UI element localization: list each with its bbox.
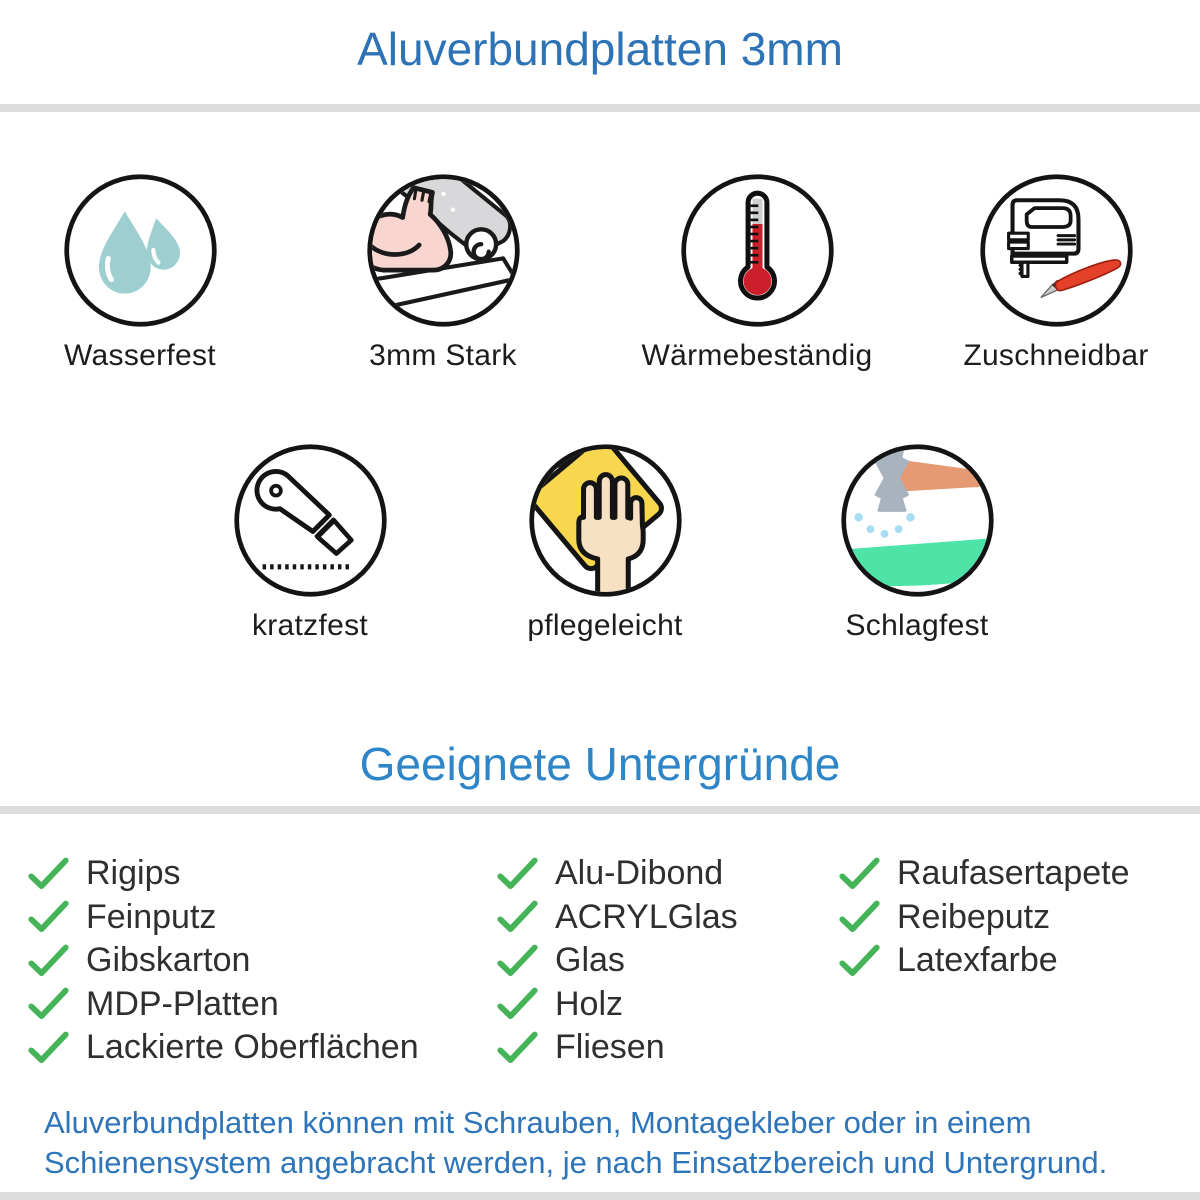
list-item: Rigips <box>28 852 419 896</box>
footer-note: Aluverbundplatten können mit Schrauben, … <box>44 1103 1107 1183</box>
list-item: Latexfarbe <box>839 939 1130 983</box>
check-icon <box>839 900 880 933</box>
list-item: Gibskarton <box>28 939 419 983</box>
list-item: Glas <box>497 939 738 983</box>
check-icon <box>839 944 880 976</box>
hand-cloth-icon <box>528 444 682 597</box>
feature-label: Zuschneidbar <box>963 339 1149 372</box>
list-item: Reibeputz <box>839 896 1130 940</box>
check-icon <box>497 857 538 889</box>
feature-kratzfest: kratzfest <box>180 442 440 643</box>
check-icon <box>497 900 538 933</box>
feature-schlagfest: Schlagfest <box>787 442 1047 643</box>
feature-waermebestaendig: Wärmebeständig <box>627 172 887 373</box>
substrates-column-1: Rigips Feinputz Gibskarton MDP-Platten L… <box>28 852 419 1070</box>
feature-zuschneidbar: Zuschneidbar <box>926 172 1186 373</box>
feature-label: pflegeleicht <box>527 609 683 642</box>
feature-pflegeleicht: pflegeleicht <box>475 442 735 643</box>
list-item: Feinputz <box>28 896 419 940</box>
check-icon <box>28 1031 69 1063</box>
check-icon <box>28 987 69 1020</box>
thermometer-icon <box>680 174 834 327</box>
jigsaw-cutter-icon <box>979 174 1133 327</box>
feature-label: Wasserfest <box>64 339 216 372</box>
check-icon <box>28 857 69 889</box>
utility-knife-icon <box>233 444 387 597</box>
footer-line: Aluverbundplatten können mit Schrauben, … <box>44 1105 1032 1140</box>
feature-wasserfest: Wasserfest <box>10 172 270 373</box>
check-icon <box>497 987 538 1020</box>
feature-label: 3mm Stark <box>369 339 517 372</box>
check-icon <box>28 900 69 933</box>
list-item: ACRYLGlas <box>497 896 738 940</box>
check-icon <box>497 1031 538 1063</box>
water-drops-icon <box>63 174 217 327</box>
muscle-arm-panel-icon <box>366 174 520 327</box>
substrates-column-3: Raufasertapete Reibeputz Latexfarbe <box>839 852 1130 983</box>
feature-label: Wärmebeständig <box>641 339 873 372</box>
substrates-column-2: Alu-Dibond ACRYLGlas Glas Holz Fliesen <box>497 852 738 1070</box>
feature-label: kratzfest <box>251 609 369 642</box>
substrates-heading: Geeignete Untergründe <box>359 738 841 790</box>
list-item: Fliesen <box>497 1026 738 1070</box>
page-title: Aluverbundplatten 3mm <box>357 23 843 75</box>
footer-line: Schienensystem angebracht werden, je nac… <box>44 1145 1108 1180</box>
feature-label: Schlagfest <box>845 609 989 642</box>
divider-bottom <box>0 1192 1200 1200</box>
list-item: Alu-Dibond <box>497 852 738 896</box>
list-item: Raufasertapete <box>839 852 1130 896</box>
check-icon <box>28 944 69 976</box>
check-icon <box>497 944 538 976</box>
list-item: Lackierte Oberflächen <box>28 1026 419 1070</box>
check-icon <box>839 857 880 889</box>
hammer-icon <box>840 444 994 597</box>
feature-3mm-stark: 3mm Stark <box>313 172 573 373</box>
divider-middle <box>0 806 1200 814</box>
divider-top <box>0 104 1200 112</box>
list-item: Holz <box>497 983 738 1027</box>
list-item: MDP-Platten <box>28 983 419 1027</box>
